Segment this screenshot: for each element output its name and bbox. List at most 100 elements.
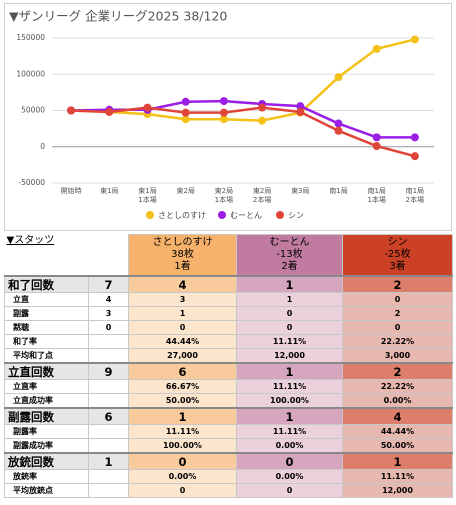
section-value: 2: [342, 362, 453, 380]
stat-value: 11.11%: [236, 424, 343, 439]
stat-value: 11.11%: [236, 379, 343, 394]
stat-row: 黙聴 0 0 0 0: [4, 320, 453, 335]
stat-label: 放銃率: [4, 469, 89, 484]
stat-label: 立直: [4, 292, 89, 307]
stat-row: 立直 4 3 1 0: [4, 292, 453, 307]
stat-value: 44.44%: [342, 424, 453, 439]
stats-table: ▼スタッツ さとしのすけ 38枚 1着 むーとん -13枚 2着 シン -25枚 3着 和了回数 7 4…: [4, 234, 453, 498]
stat-label: 副露成功率: [4, 438, 89, 454]
stat-total: 4: [88, 292, 129, 307]
y-tick-label: 50000: [21, 106, 45, 115]
section-row: 副露回数 6 1 1 4: [4, 407, 453, 425]
chart-panel: [4, 3, 452, 231]
stat-row: 副露成功率 100.00% 0.00% 50.00%: [4, 438, 453, 454]
stat-value: 0: [342, 320, 453, 335]
data-point: [67, 106, 76, 115]
stat-total: [88, 348, 129, 364]
data-point: [334, 73, 343, 82]
player-header: シン -25枚 3着: [342, 234, 453, 277]
data-point: [219, 108, 228, 117]
section-row: 放銃回数 1 0 0 1: [4, 452, 453, 470]
stat-value: 50.00%: [128, 393, 237, 409]
stat-row: 放銃率 0.00% 0.00% 11.11%: [4, 469, 453, 484]
y-tick-label: 0: [40, 142, 45, 151]
stat-value: 11.11%: [342, 469, 453, 484]
stat-row: 立直成功率 50.00% 100.00% 0.00%: [4, 393, 453, 409]
stat-value: 2: [342, 306, 453, 321]
stat-value: 1: [128, 306, 237, 321]
section-total: 6: [88, 407, 129, 425]
player-name: さとしのすけ: [152, 237, 213, 248]
stat-value: 0: [128, 483, 237, 498]
stat-total: 3: [88, 306, 129, 321]
player-rank: 3着: [389, 261, 406, 272]
player-score: -25枚: [384, 249, 411, 260]
stat-label: 和了率: [4, 334, 89, 349]
data-point: [105, 107, 114, 116]
stat-value: 0.00%: [236, 438, 343, 454]
section-value: 1: [342, 452, 453, 470]
section-value: 1: [236, 407, 343, 425]
data-point: [181, 97, 190, 106]
legend-marker: [218, 211, 226, 219]
x-tick-label: 東2局 2本場: [252, 187, 272, 204]
data-point: [410, 35, 419, 44]
stat-value: 11.11%: [128, 424, 237, 439]
stat-value: 11.11%: [236, 334, 343, 349]
data-point: [372, 133, 381, 142]
section-label: 放銃回数: [4, 452, 89, 470]
stat-value: 27,000: [128, 348, 237, 364]
x-tick-label: 東3局: [291, 187, 310, 195]
data-point: [143, 103, 152, 112]
stat-value: 0: [342, 292, 453, 307]
x-tick-label: 南1局 1本場: [367, 187, 386, 204]
section-row: 和了回数 7 4 1 2: [4, 275, 453, 293]
stat-label: 平均放銃点: [4, 483, 89, 498]
series-line: [71, 106, 416, 158]
data-point: [334, 119, 343, 128]
x-tick-label: 開始時: [60, 187, 82, 195]
section-value: 6: [128, 362, 237, 380]
data-point: [296, 102, 305, 111]
x-tick-label: 南1局 2本場: [405, 187, 425, 204]
player-name: むーとん: [269, 237, 310, 248]
data-point: [410, 152, 419, 161]
data-point: [296, 107, 305, 116]
stat-total: [88, 469, 129, 484]
x-tick-label: 東1局 1本場: [138, 187, 157, 204]
chart-title: ▼ザンリーグ 企業リーグ2025 38/120: [9, 9, 227, 24]
legend-label: さとしのすけ: [158, 211, 206, 220]
stat-row: 副露 3 1 0 2: [4, 306, 453, 321]
header-row: ▼スタッツ さとしのすけ 38枚 1着 むーとん -13枚 2着 シン -25枚 3着: [5, 234, 453, 277]
data-point: [372, 44, 381, 53]
stat-value: 22.22%: [342, 379, 453, 394]
x-tick-label: 東1局: [100, 187, 119, 195]
y-tick-label: 150000: [16, 33, 45, 42]
stat-total: 0: [88, 320, 129, 335]
data-point: [181, 115, 190, 124]
section-total: 1: [88, 452, 129, 470]
legend-label: むーとん: [230, 211, 262, 220]
legend-marker: [276, 211, 284, 219]
stat-value: 0.00%: [342, 393, 453, 409]
stat-value: 100.00%: [236, 393, 343, 409]
stat-value: 22.22%: [342, 334, 453, 349]
series-line: [71, 38, 416, 122]
section-total: 9: [88, 362, 129, 380]
stat-row: 副露率 11.11% 11.11% 44.44%: [4, 424, 453, 439]
player-header: むーとん -13枚 2着: [236, 234, 343, 277]
stat-value: 0.00%: [236, 469, 343, 484]
stat-row: 和了率 44.44% 11.11% 22.22%: [4, 334, 453, 349]
stat-value: 1: [236, 292, 343, 307]
data-point: [219, 115, 228, 124]
legend-marker: [146, 211, 154, 219]
section-value: 4: [128, 275, 237, 293]
stat-total: [88, 379, 129, 394]
stat-value: 3: [128, 292, 237, 307]
section-value: 0: [128, 452, 237, 470]
player-header: さとしのすけ 38枚 1着: [128, 234, 237, 277]
player-score: 38枚: [171, 249, 194, 260]
stat-total: [88, 424, 129, 439]
stat-value: 0: [236, 306, 343, 321]
stat-label: 立直成功率: [4, 393, 89, 409]
